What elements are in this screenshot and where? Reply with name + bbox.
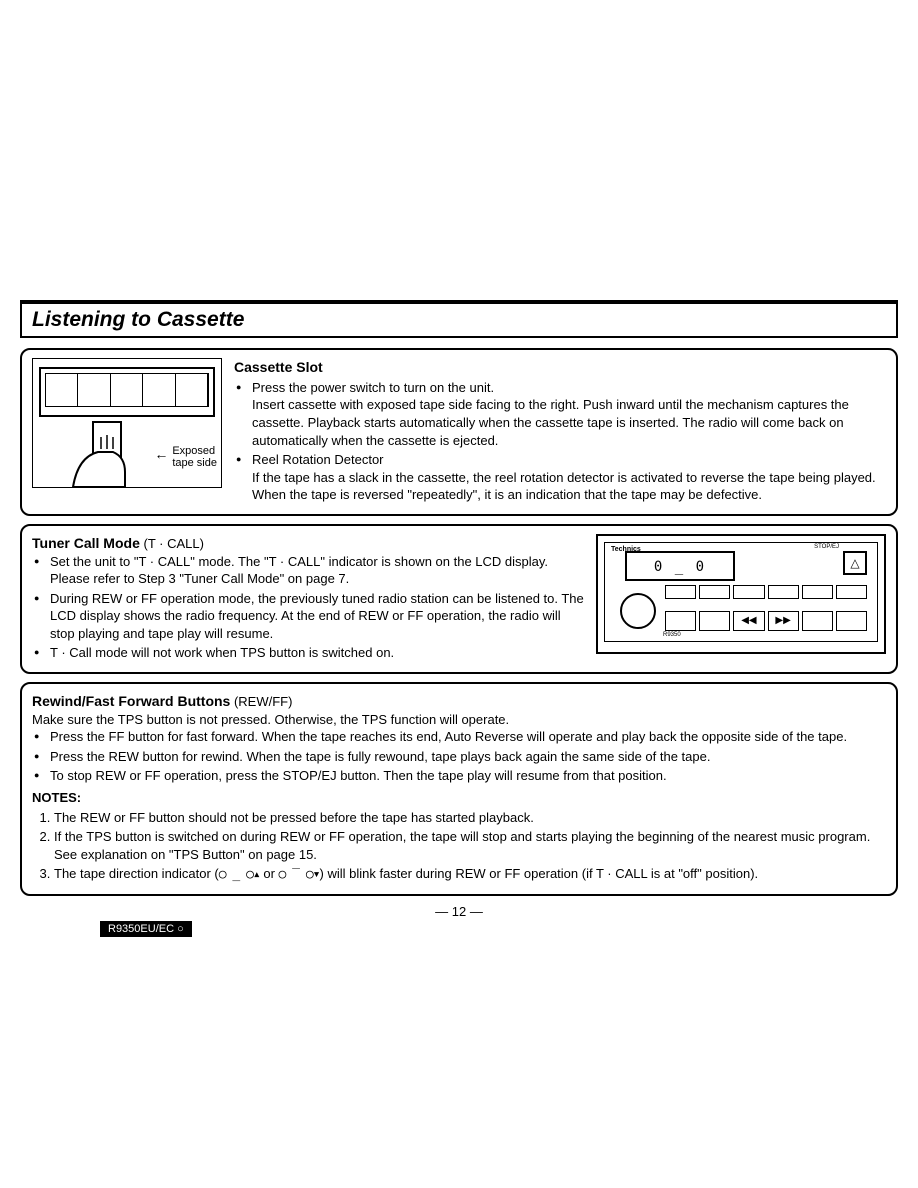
direction-symbol-2: ○ ‾ ○▾ [279,867,320,882]
radio-face-illustration: Technics 0 _ 0 STOP/EJ △ ◀◀ ▶▶ R9350 [596,534,886,654]
rew-icon: ◀◀ [733,611,764,631]
cassette-bullet-2: Reel Rotation Detector If the tape has a… [234,451,886,504]
direction-symbol-1: ○ _ ○▴ [219,867,260,882]
button-row-1 [665,585,867,599]
model-badge: R9350EU/EC ○ [100,921,192,937]
rew-ff-section: Rewind/Fast Forward Buttons (REW/FF) Mak… [20,682,898,896]
tuner-bullet-1: Set the unit to "T · CALL" mode. The "T … [32,553,584,588]
page-number: — 12 — [20,904,898,919]
ff-icon: ▶▶ [768,611,799,631]
title-box: Listening to Cassette [20,300,898,338]
notes-heading: NOTES: [32,789,886,807]
cassette-bullet-1: Press the power switch to turn on the un… [234,379,886,449]
volume-knob-icon [620,593,656,629]
eject-button-icon: △ [843,551,867,575]
rewff-bullet-1: Press the FF button for fast forward. Wh… [32,728,886,746]
hand-icon [63,417,153,487]
tuner-call-section: Tuner Call Mode (T · CALL) Set the unit … [20,524,898,674]
rewff-bullet-3: To stop REW or FF operation, press the S… [32,767,886,785]
deck-outline [39,367,215,417]
note-3: The tape direction indicator (○ _ ○▴ or … [54,865,886,884]
lcd-display: 0 _ 0 [625,551,735,581]
cassette-slot-illustration: Exposed tape side [32,358,222,488]
note-1: The REW or FF button should not be press… [54,809,886,827]
rew-ff-intro: Make sure the TPS button is not pressed.… [32,711,886,729]
tuner-call-heading: Tuner Call Mode [32,535,140,551]
stop-ej-label: STOP/EJ [814,543,839,551]
rew-ff-heading: Rewind/Fast Forward Buttons [32,693,230,709]
tuner-call-text: Tuner Call Mode (T · CALL) Set the unit … [32,534,584,664]
rewff-bullet-2: Press the REW button for rewind. When th… [32,748,886,766]
exposed-tape-label: Exposed tape side [172,445,217,469]
cassette-slot-section: Exposed tape side Cassette Slot Press th… [20,348,898,516]
button-row-2: ◀◀ ▶▶ [665,611,867,631]
note-2: If the TPS button is switched on during … [54,828,886,863]
rew-ff-paren: (REW/FF) [234,694,292,709]
tuner-call-paren: (T · CALL) [143,536,203,551]
tuner-bullet-3: T · Call mode will not work when TPS but… [32,644,584,662]
cassette-slot-text: Cassette Slot Press the power switch to … [234,358,886,506]
tuner-bullet-2: During REW or FF operation mode, the pre… [32,590,584,643]
model-label: R9350 [663,631,681,639]
notes-list: The REW or FF button should not be press… [32,809,886,884]
cassette-slot-heading: Cassette Slot [234,358,886,377]
page-title: Listening to Cassette [32,308,886,332]
